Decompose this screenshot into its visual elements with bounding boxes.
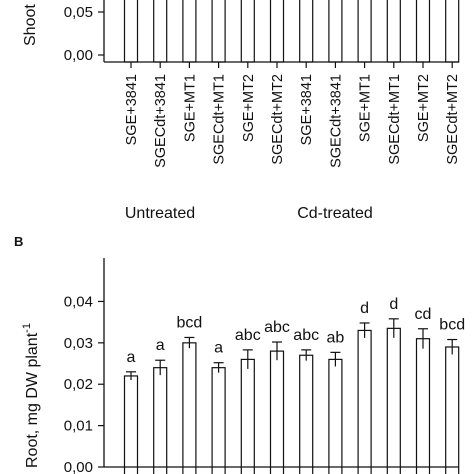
panel-b-ytick-label: 0,03: [64, 335, 93, 352]
panel-b-significance-letter: abc: [264, 319, 290, 336]
panel-a-category-label: SGECdt+3841: [328, 74, 344, 168]
panel-b-significance-letter: ab: [327, 329, 345, 346]
panel-b-significance-letter: cd: [415, 306, 432, 323]
panel-a-category-label: SGE+MT1: [358, 74, 374, 142]
panel-a-bar: [123, 0, 139, 63]
panel-a-bar: [240, 0, 255, 63]
panel-b-bar: [240, 358, 255, 474]
panel-b-significance-letter: bcd: [439, 317, 465, 334]
panel-b-ytick-label: 0,00: [64, 459, 93, 474]
panel-b-bar: [445, 346, 460, 474]
panel-b-bar: [299, 354, 314, 474]
panel-b-significance-letter: a: [156, 337, 165, 354]
panel-b-y-label-sup: -1: [21, 323, 33, 333]
panel-a-category-labels: SGE+3841 SGECdt+3841 SGE+MT1 SGECdt+MT1 SGE+…: [124, 74, 461, 168]
panel-b-significance-letter: d: [389, 296, 398, 313]
panel-b-bar: [415, 338, 431, 474]
panel-a-bar: [153, 0, 168, 63]
panel-b-significance-letter: a: [127, 349, 136, 366]
panel-b-bars: [123, 327, 460, 474]
panel-a-y-label: Shoot: [22, 4, 39, 46]
panel-a-category-label: SGE+MT2: [416, 74, 432, 142]
group-label-untreated: Untreated: [125, 205, 195, 222]
panel-a-bar: [357, 0, 372, 63]
panel-b-bar: [211, 367, 226, 474]
panel-a-category-label: SGECdt+MT2: [270, 74, 286, 165]
panel-b-bar: [123, 375, 139, 474]
panel-a-category-label: SGECdt+MT1: [212, 74, 228, 165]
panel-b-bar: [269, 350, 285, 474]
panel-a-category-label: SGE+MT1: [182, 74, 198, 142]
panel-a-ytick-label: 0,00: [64, 47, 93, 64]
group-label-cd-treated: Cd-treated: [297, 205, 373, 222]
panel-a-category-label: SGECdt+MT1: [387, 74, 403, 165]
panel-b-label: B: [14, 234, 23, 249]
panel-a-category-label: SGE+3841: [124, 74, 140, 145]
panel-a-bars: [123, 0, 460, 63]
panel-b-yticks: 0,04 0,03 0,02 0,01 0,00: [64, 293, 104, 474]
panel-b-bar: [153, 367, 168, 474]
panel-a-bar: [328, 0, 343, 63]
panel-a-bar: [269, 0, 285, 63]
panel-b: B Root, mg DW plant-1 0,040,030,020,010,…: [14, 234, 465, 474]
panel-b-bar: [328, 358, 343, 474]
panel-b-significance-letter: a: [214, 340, 223, 357]
panel-a-ytick-label: 0,05: [64, 4, 93, 21]
panel-a-bar: [299, 0, 314, 63]
panel-b-ytick-label: 0,01: [64, 418, 93, 435]
panel-a-bar: [415, 0, 431, 63]
panel-b-significance-letter: abc: [235, 327, 261, 344]
panel-b-bar: [386, 327, 401, 474]
panel-b-bar: [357, 329, 372, 474]
panel-b-bar: [182, 342, 197, 474]
panel-b-y-label: Root, mg DW plant-1: [21, 323, 41, 468]
panel-b-error-bars: [126, 318, 458, 381]
panel-b-significance-letter: abc: [293, 327, 319, 344]
panel-a-bar: [211, 0, 226, 63]
panel-a-bar: [182, 0, 197, 63]
panel-a: 0,05 0,00 Shoot SGE+3841 SGECdt+3841 SGE+M…: [22, 0, 461, 222]
panel-b-y-label-main: Root, mg DW plant: [24, 332, 41, 468]
panel-b-significance-letter: d: [360, 300, 369, 317]
panel-a-category-label: SGECdt+3841: [153, 74, 169, 168]
panel-b-significance-letter: bcd: [177, 314, 203, 331]
panel-a-category-label: SGE+3841: [299, 74, 315, 145]
panel-a-xticks: [130, 62, 453, 68]
panel-b-ytick-label: 0,02: [64, 376, 93, 393]
panel-a-category-label: SGE+MT2: [241, 74, 257, 142]
panel-a-bar: [386, 0, 401, 63]
panel-b-ytick-label: 0,04: [64, 293, 93, 310]
panel-a-bar: [445, 0, 460, 63]
panel-a-category-label: SGECdt+MT2: [445, 74, 461, 165]
